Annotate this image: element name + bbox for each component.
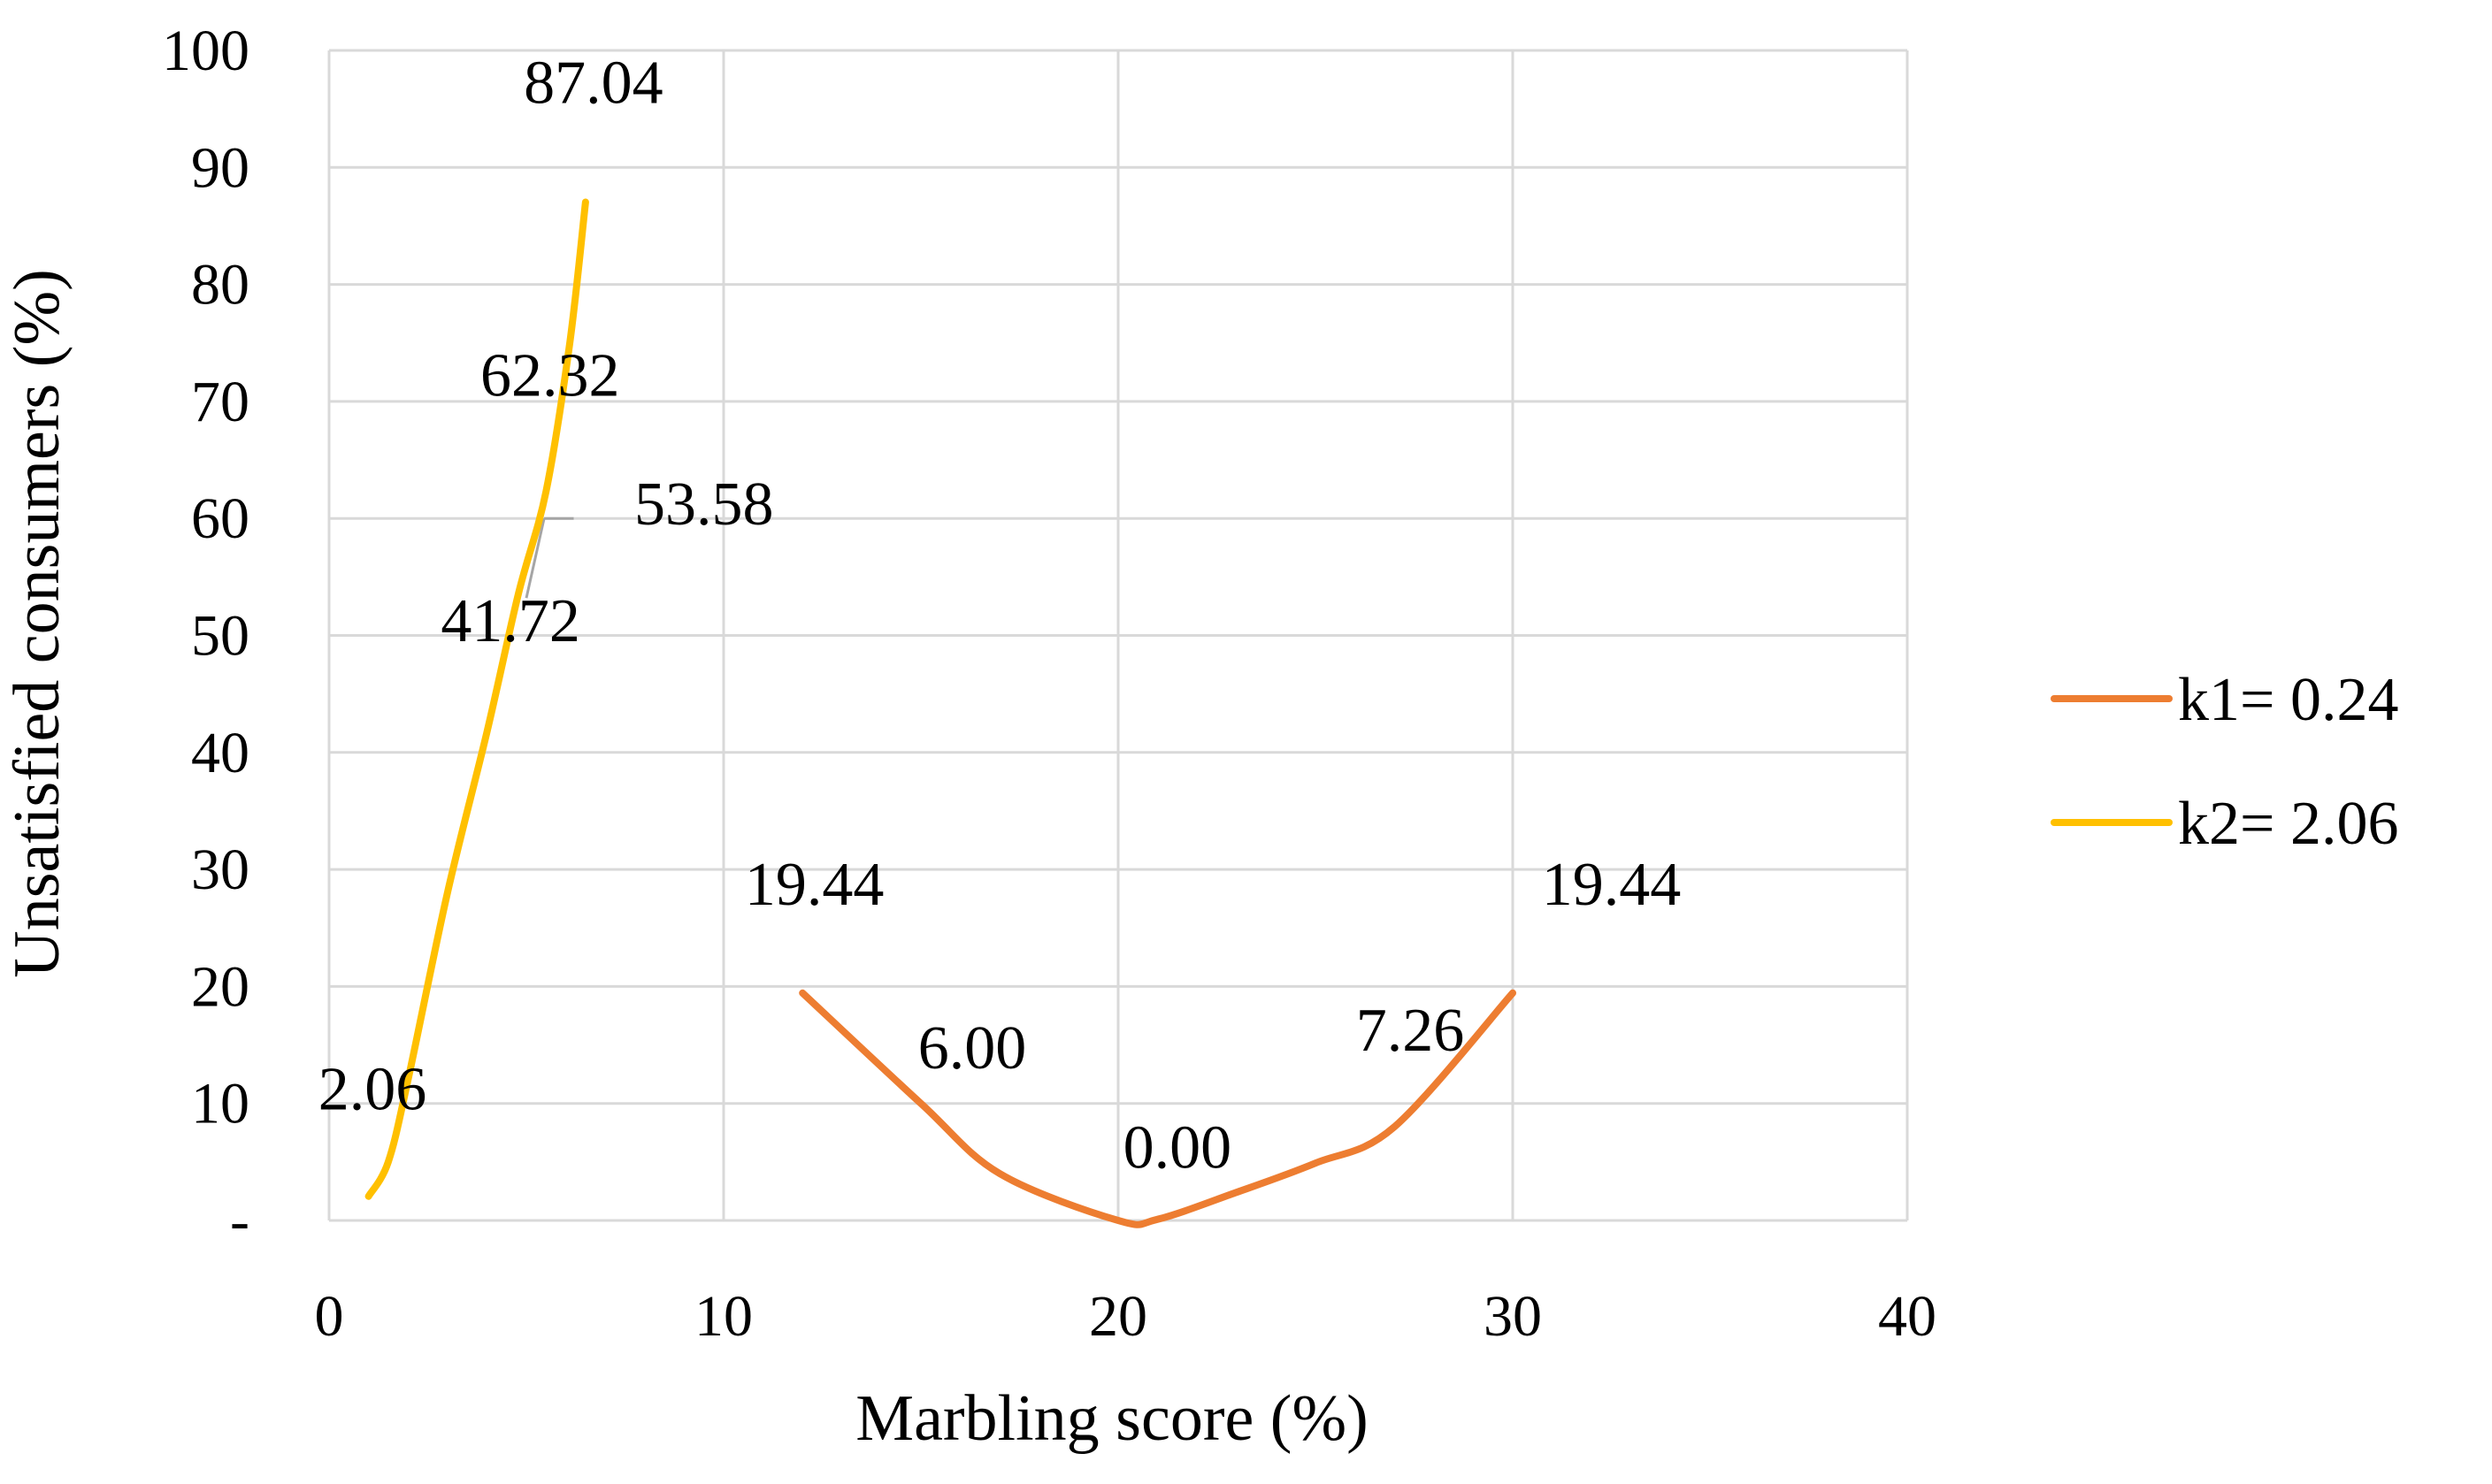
gridlines [327, 49, 1909, 1222]
x-axis-title: Marbling score (%) [855, 1382, 1368, 1455]
series-line-1 [799, 989, 1516, 1228]
series-line-2 [364, 198, 589, 1200]
legend: k1= 0.24 k2= 2.06 [2051, 666, 2398, 858]
y-tick-label: 20 [191, 954, 249, 1019]
x-tick-label: 30 [1484, 1284, 1542, 1349]
data-label: 0.00 [1123, 1113, 1232, 1182]
y-axis-title: Unsatisfied consumers (%) [1, 269, 73, 977]
data-label: 62.32 [480, 341, 620, 409]
y-tick-label: 90 [191, 135, 249, 200]
y-tick-label: 80 [191, 253, 249, 317]
series-lines [364, 198, 1516, 1228]
data-label: 6.00 [918, 1014, 1027, 1082]
y-tick-label: 50 [191, 604, 249, 669]
data-label: 53.58 [634, 470, 774, 539]
x-tick-labels: 0 10 20 30 40 [315, 1284, 1937, 1349]
data-label: 41.72 [441, 587, 580, 655]
legend-label: k2= 2.06 [2178, 790, 2398, 858]
x-tick-label: 10 [694, 1284, 753, 1349]
leader-line [525, 517, 546, 599]
y-tick-labels: - 10 20 30 40 50 60 70 80 90 100 [162, 19, 249, 1253]
data-label: 2.06 [318, 1055, 427, 1123]
y-tick-label: 30 [191, 838, 249, 902]
y-tick-label: 70 [191, 370, 249, 434]
data-label: 19.44 [745, 851, 885, 919]
data-label: 19.44 [1542, 851, 1682, 919]
y-tick-label: 10 [191, 1072, 249, 1136]
y-tick-label: 40 [191, 721, 249, 785]
data-label: 7.26 [1356, 997, 1465, 1065]
data-label: 87.04 [524, 50, 663, 118]
y-tick-label: - [230, 1189, 249, 1253]
x-tick-label: 0 [315, 1284, 344, 1349]
y-tick-label: 100 [162, 19, 249, 83]
legend-label: k1= 0.24 [2178, 666, 2398, 734]
x-tick-label: 20 [1089, 1284, 1147, 1349]
leader-lines [525, 516, 574, 599]
x-tick-label: 40 [1878, 1284, 1936, 1349]
y-tick-label: 60 [191, 486, 249, 551]
